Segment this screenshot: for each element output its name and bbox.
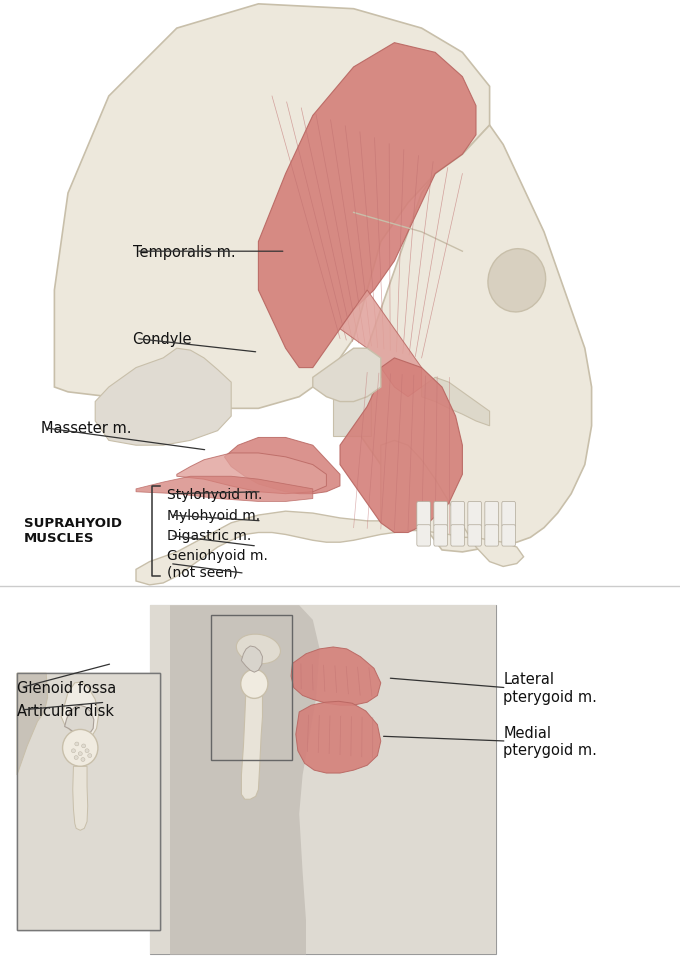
Ellipse shape: [74, 756, 78, 760]
Polygon shape: [422, 378, 490, 426]
Polygon shape: [224, 438, 340, 494]
Ellipse shape: [81, 758, 85, 762]
Polygon shape: [17, 673, 48, 775]
Text: Medial
pterygoid m.: Medial pterygoid m.: [503, 725, 597, 758]
Text: Stylohyoid m.: Stylohyoid m.: [167, 487, 262, 501]
FancyBboxPatch shape: [434, 525, 447, 547]
Text: Masseter m.: Masseter m.: [41, 421, 131, 436]
Ellipse shape: [82, 744, 86, 748]
Polygon shape: [291, 647, 381, 705]
FancyBboxPatch shape: [0, 591, 680, 969]
Text: Temporalis m.: Temporalis m.: [133, 244, 235, 260]
Text: SUPRAHYOID
MUSCLES: SUPRAHYOID MUSCLES: [24, 516, 122, 544]
Polygon shape: [177, 453, 326, 494]
Polygon shape: [136, 477, 313, 502]
Polygon shape: [313, 349, 381, 402]
FancyBboxPatch shape: [468, 525, 481, 547]
Text: Lateral
pterygoid m.: Lateral pterygoid m.: [503, 672, 597, 704]
Text: Mylohyoid m.: Mylohyoid m.: [167, 509, 260, 522]
Polygon shape: [150, 606, 496, 954]
Polygon shape: [73, 766, 88, 830]
Ellipse shape: [63, 730, 98, 766]
Ellipse shape: [88, 754, 92, 758]
FancyBboxPatch shape: [502, 502, 515, 527]
FancyBboxPatch shape: [333, 392, 371, 436]
Ellipse shape: [75, 742, 79, 746]
Text: Glenoid fossa: Glenoid fossa: [17, 680, 116, 696]
FancyBboxPatch shape: [417, 525, 430, 547]
FancyBboxPatch shape: [451, 502, 464, 527]
Text: Digastric m.: Digastric m.: [167, 529, 251, 543]
FancyBboxPatch shape: [17, 673, 160, 930]
Ellipse shape: [488, 249, 545, 313]
Polygon shape: [354, 126, 592, 552]
FancyBboxPatch shape: [17, 673, 160, 930]
FancyBboxPatch shape: [451, 525, 464, 547]
FancyBboxPatch shape: [485, 525, 498, 547]
Polygon shape: [340, 291, 422, 397]
Text: Geniohyoid m.
(not seen): Geniohyoid m. (not seen): [167, 548, 267, 579]
Polygon shape: [136, 441, 524, 585]
Ellipse shape: [241, 670, 268, 699]
FancyBboxPatch shape: [434, 502, 447, 527]
FancyBboxPatch shape: [150, 606, 496, 954]
Polygon shape: [61, 682, 99, 740]
FancyBboxPatch shape: [417, 502, 430, 527]
Polygon shape: [170, 606, 320, 954]
Polygon shape: [258, 44, 476, 368]
FancyBboxPatch shape: [502, 525, 515, 547]
Polygon shape: [241, 684, 262, 799]
FancyBboxPatch shape: [0, 0, 680, 586]
Text: Condyle: Condyle: [133, 331, 192, 347]
Ellipse shape: [78, 752, 82, 756]
Polygon shape: [296, 702, 381, 773]
Ellipse shape: [71, 749, 75, 753]
Polygon shape: [65, 705, 94, 735]
FancyBboxPatch shape: [468, 502, 481, 527]
FancyBboxPatch shape: [485, 502, 498, 527]
Text: Articular disk: Articular disk: [17, 703, 114, 718]
Ellipse shape: [237, 635, 280, 664]
Polygon shape: [95, 349, 231, 446]
Polygon shape: [241, 646, 262, 672]
Polygon shape: [340, 359, 462, 533]
Ellipse shape: [85, 749, 89, 753]
Polygon shape: [54, 5, 490, 409]
